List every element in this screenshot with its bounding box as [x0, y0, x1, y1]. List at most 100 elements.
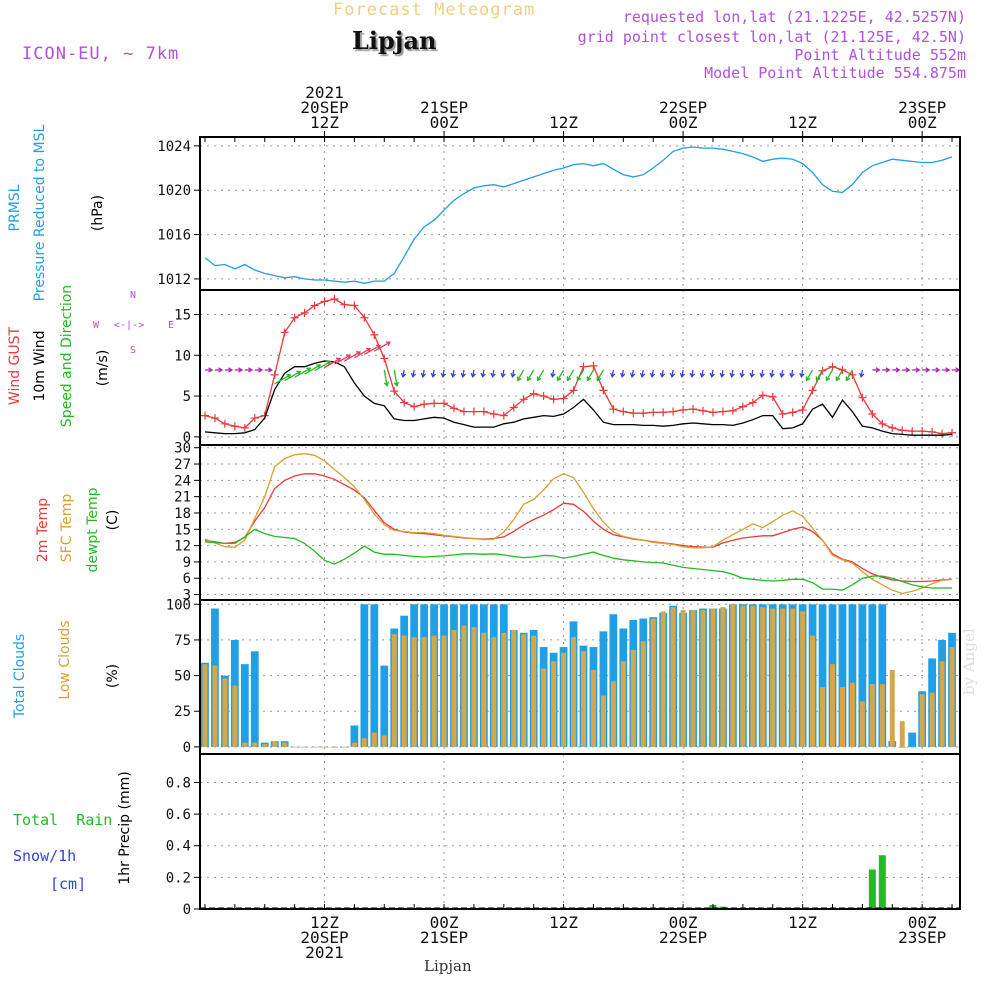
wind-arrow-head — [365, 347, 372, 353]
wind-arrow-head — [208, 367, 214, 373]
gust-marker — [768, 392, 777, 401]
wind-arrow-head — [383, 381, 390, 387]
wind-arrow — [304, 364, 321, 375]
bar-low_clouds — [750, 605, 756, 747]
bar-total_clouds — [240, 664, 249, 747]
y-tick-label: 9 — [183, 555, 191, 571]
y-tick-label: 0.4 — [166, 839, 191, 855]
wind-arrow — [835, 369, 844, 381]
grid-layer — [200, 137, 960, 910]
compass-north: N — [130, 290, 137, 301]
bottom-time-label: 23SEP — [898, 928, 946, 947]
y-tick-label: 15 — [174, 522, 191, 538]
bar-low_clouds — [302, 746, 308, 748]
wind-arrow-head — [669, 372, 676, 379]
bar-low_clouds — [441, 635, 447, 747]
bar-total_clouds — [908, 732, 917, 747]
bar-total_clouds — [868, 604, 877, 747]
gust-marker — [549, 395, 558, 404]
wind-arrow-head — [779, 372, 785, 379]
y-tick-label: 6 — [183, 571, 191, 587]
gust-marker — [340, 300, 349, 309]
bar-low_clouds — [561, 652, 567, 747]
product-title: Forecast Meteogram — [333, 0, 536, 20]
bar-low_clouds — [401, 635, 407, 747]
y-tick-label: 1012 — [157, 272, 191, 288]
bar-low_clouds — [859, 701, 865, 747]
gust-marker — [330, 294, 339, 303]
bar-low_clouds — [371, 732, 377, 747]
gust-marker — [679, 405, 688, 414]
wind-arrow-head — [699, 372, 705, 379]
wind-arrow — [557, 369, 565, 381]
wind-arrow-head — [845, 376, 851, 382]
top-time-label: 22SEP — [659, 98, 707, 117]
bottom-time-label: 00Z — [908, 913, 937, 932]
wind-arrow — [314, 361, 331, 372]
gust-marker — [938, 429, 947, 438]
bar-total_clouds — [360, 604, 369, 747]
bar-low_clouds — [411, 637, 417, 747]
wind-arrow-head — [729, 372, 735, 379]
bar-low_clouds — [820, 686, 826, 747]
bar-low_clouds — [630, 649, 636, 747]
y-tick-label: 0.6 — [166, 807, 191, 823]
gust-marker — [459, 407, 468, 416]
gust-marker — [669, 407, 678, 416]
snow-label: Snow/1h — [13, 847, 77, 865]
wind-arrow-head — [566, 376, 572, 382]
data-layer — [200, 146, 961, 909]
bar-low_clouds — [431, 635, 437, 747]
panel-frame-0 — [199, 136, 961, 291]
gust-marker — [758, 391, 767, 400]
wind-arrow — [393, 369, 398, 386]
model-altitude: Model Point Altitude 554.875m — [704, 64, 966, 82]
wind-arrow — [334, 354, 351, 365]
gust-marker — [509, 403, 518, 412]
wind-arrow-head — [460, 372, 466, 379]
bottom-time-label: 12Z — [788, 913, 817, 932]
gust-marker — [320, 297, 329, 306]
wind-arrow-head — [326, 360, 332, 366]
panel-frame-4 — [199, 753, 961, 910]
wind-arrow-head — [689, 372, 696, 379]
bottom-time-label: 00Z — [430, 913, 459, 932]
bar-low_clouds — [391, 634, 397, 747]
bar-low_clouds — [282, 742, 288, 747]
wind-arrow-head — [596, 376, 602, 382]
gust-marker — [878, 419, 887, 428]
bar-low_clouds — [461, 625, 467, 747]
panel-frame-1 — [199, 289, 961, 446]
bar-low_clouds — [421, 637, 427, 747]
gust-marker — [718, 407, 727, 416]
wind-arrow-head — [935, 367, 941, 373]
wind-arrow-head — [296, 370, 302, 376]
wind-arrow — [354, 348, 371, 359]
wind-arrow-head — [470, 372, 476, 379]
y-tick-label: 21 — [174, 490, 191, 506]
top-time-label: 2021 — [305, 83, 344, 102]
location-title: Lipjan — [352, 26, 437, 55]
wind-arrow-head — [400, 372, 407, 379]
wind-arrow-head — [835, 376, 841, 382]
wind-arrow — [373, 341, 391, 352]
bar-low_clouds — [690, 609, 696, 747]
wind-arrow — [324, 357, 341, 369]
bar-low_clouds — [212, 665, 218, 747]
bottom-time-label: 2021 — [305, 943, 344, 962]
wind-arrow-head — [316, 364, 322, 369]
bar-low_clouds — [720, 607, 726, 747]
bar-low_clouds — [660, 611, 666, 747]
y-tick-label: 1024 — [157, 139, 191, 155]
bar-low_clouds — [252, 742, 258, 747]
top-time-label: 21SEP — [420, 98, 468, 117]
gust-marker — [469, 407, 478, 416]
wind-arrow-head — [885, 367, 891, 373]
bar-low_clouds — [580, 651, 586, 747]
gust-marker — [629, 409, 638, 418]
gust-marker — [659, 408, 668, 417]
bar-total_clouds — [599, 631, 608, 747]
y-tick-label: 0 — [183, 902, 191, 918]
gust-marker — [609, 405, 618, 414]
gust-marker — [639, 409, 648, 418]
